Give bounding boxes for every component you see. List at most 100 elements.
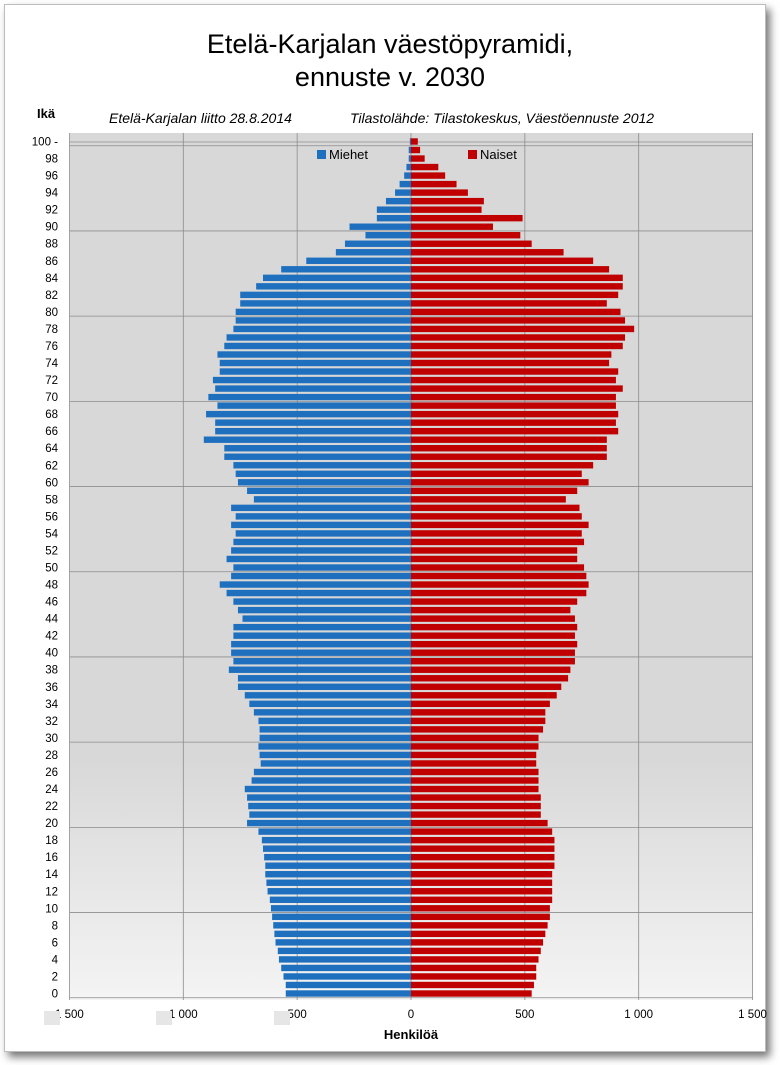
bar-women (411, 905, 550, 912)
y-tick-label: 56 (45, 511, 58, 523)
bar-men (248, 802, 411, 810)
bar-men (281, 266, 411, 273)
bar-men (240, 300, 411, 307)
tick-label-marker (156, 1011, 172, 1025)
bar-men (226, 589, 411, 597)
bar-women (411, 197, 484, 205)
bar-women (411, 487, 578, 495)
bar-men (274, 930, 411, 938)
y-tick-label: 4 (52, 954, 59, 966)
legend-swatch-men (317, 150, 326, 159)
y-tick-label: 84 (45, 273, 58, 285)
y-tick-label: 94 (45, 188, 58, 200)
bar-men (344, 240, 411, 247)
bar-women (411, 836, 555, 844)
bar-men (233, 325, 411, 333)
bar-men (253, 709, 411, 716)
y-tick-label: 74 (45, 358, 58, 370)
bar-women (411, 445, 607, 452)
bar-men (262, 845, 411, 852)
y-tick-label: 46 (45, 597, 58, 609)
bar-women (411, 658, 575, 665)
bar-women (411, 504, 580, 512)
bar-men (264, 853, 411, 861)
bar-men (231, 504, 411, 512)
bar-women (411, 138, 418, 145)
y-tick-label: 58 (45, 494, 58, 506)
y-tick-label: 82 (45, 290, 58, 302)
bar-men (306, 257, 411, 264)
bar-men (277, 947, 411, 955)
bar-women (411, 189, 468, 196)
x-tick-label: 1 500 (55, 1009, 84, 1021)
bar-women (411, 640, 578, 648)
y-tick-label: 60 (45, 477, 58, 489)
y-tick-label: 8 (52, 920, 58, 932)
bar-women (411, 581, 589, 588)
bar-women (411, 547, 578, 554)
bar-women (411, 521, 589, 529)
bar-men (409, 138, 411, 145)
bar-men (376, 214, 411, 222)
y-tick-label: 78 (45, 324, 58, 336)
bar-women (411, 513, 582, 520)
bar-women (411, 939, 544, 946)
bar-women (411, 163, 439, 171)
bar-men (215, 419, 411, 426)
bar-women (411, 811, 541, 818)
bar-women (411, 675, 569, 682)
y-tick-label: 66 (45, 426, 58, 438)
bar-men (231, 547, 411, 554)
tick-label-marker (274, 1011, 290, 1025)
bar-men (219, 581, 411, 588)
bar-women (411, 819, 548, 827)
bar-women (411, 990, 532, 997)
bar-men (258, 743, 411, 750)
y-tick-label: 76 (45, 341, 58, 353)
bar-women (411, 751, 537, 759)
bar-men (226, 334, 411, 341)
y-tick-label: 10 (45, 903, 58, 915)
bar-women (411, 368, 619, 375)
subtitle-source-org: Etelä-Karjalan liitto 28.8.2014 (109, 110, 292, 126)
bar-women (411, 947, 541, 955)
bar-men (376, 206, 411, 213)
bar-women (411, 666, 571, 673)
bar-women (411, 351, 612, 358)
bar-men (235, 470, 411, 477)
bar-men (244, 692, 411, 699)
bar-women (411, 564, 585, 571)
y-tick-label: 16 (45, 852, 58, 864)
bar-men (235, 317, 411, 324)
bar-men (259, 751, 411, 759)
bar-men (253, 496, 411, 503)
bar-men (231, 572, 411, 580)
bar-men (281, 964, 411, 972)
x-tick-label: 1 000 (169, 1009, 198, 1021)
bar-women (411, 692, 557, 699)
bar-men (349, 223, 411, 230)
bar-men (224, 453, 411, 460)
bar-men (278, 956, 411, 963)
bar-women (411, 249, 564, 256)
bar-men (226, 555, 411, 563)
x-axis-label: Henkilöä (383, 1027, 439, 1042)
bar-men (219, 359, 411, 367)
y-tick-label: 18 (45, 835, 58, 847)
bar-women (411, 777, 539, 784)
bar-men (406, 163, 411, 171)
x-tick-label: 500 (515, 1009, 534, 1021)
bar-women (411, 496, 566, 503)
bar-women (411, 223, 493, 230)
bar-women (411, 283, 623, 290)
bar-women (411, 308, 621, 316)
bar-men (285, 981, 411, 989)
bar-women (411, 180, 457, 188)
y-tick-labels: 0246810121416182022242628303234363840424… (32, 137, 59, 1001)
bar-men (265, 862, 411, 869)
bar-women (411, 615, 575, 622)
y-tick-label: 34 (45, 699, 58, 711)
bar-women (411, 325, 635, 333)
bar-women (411, 172, 446, 179)
bar-men (215, 427, 411, 435)
